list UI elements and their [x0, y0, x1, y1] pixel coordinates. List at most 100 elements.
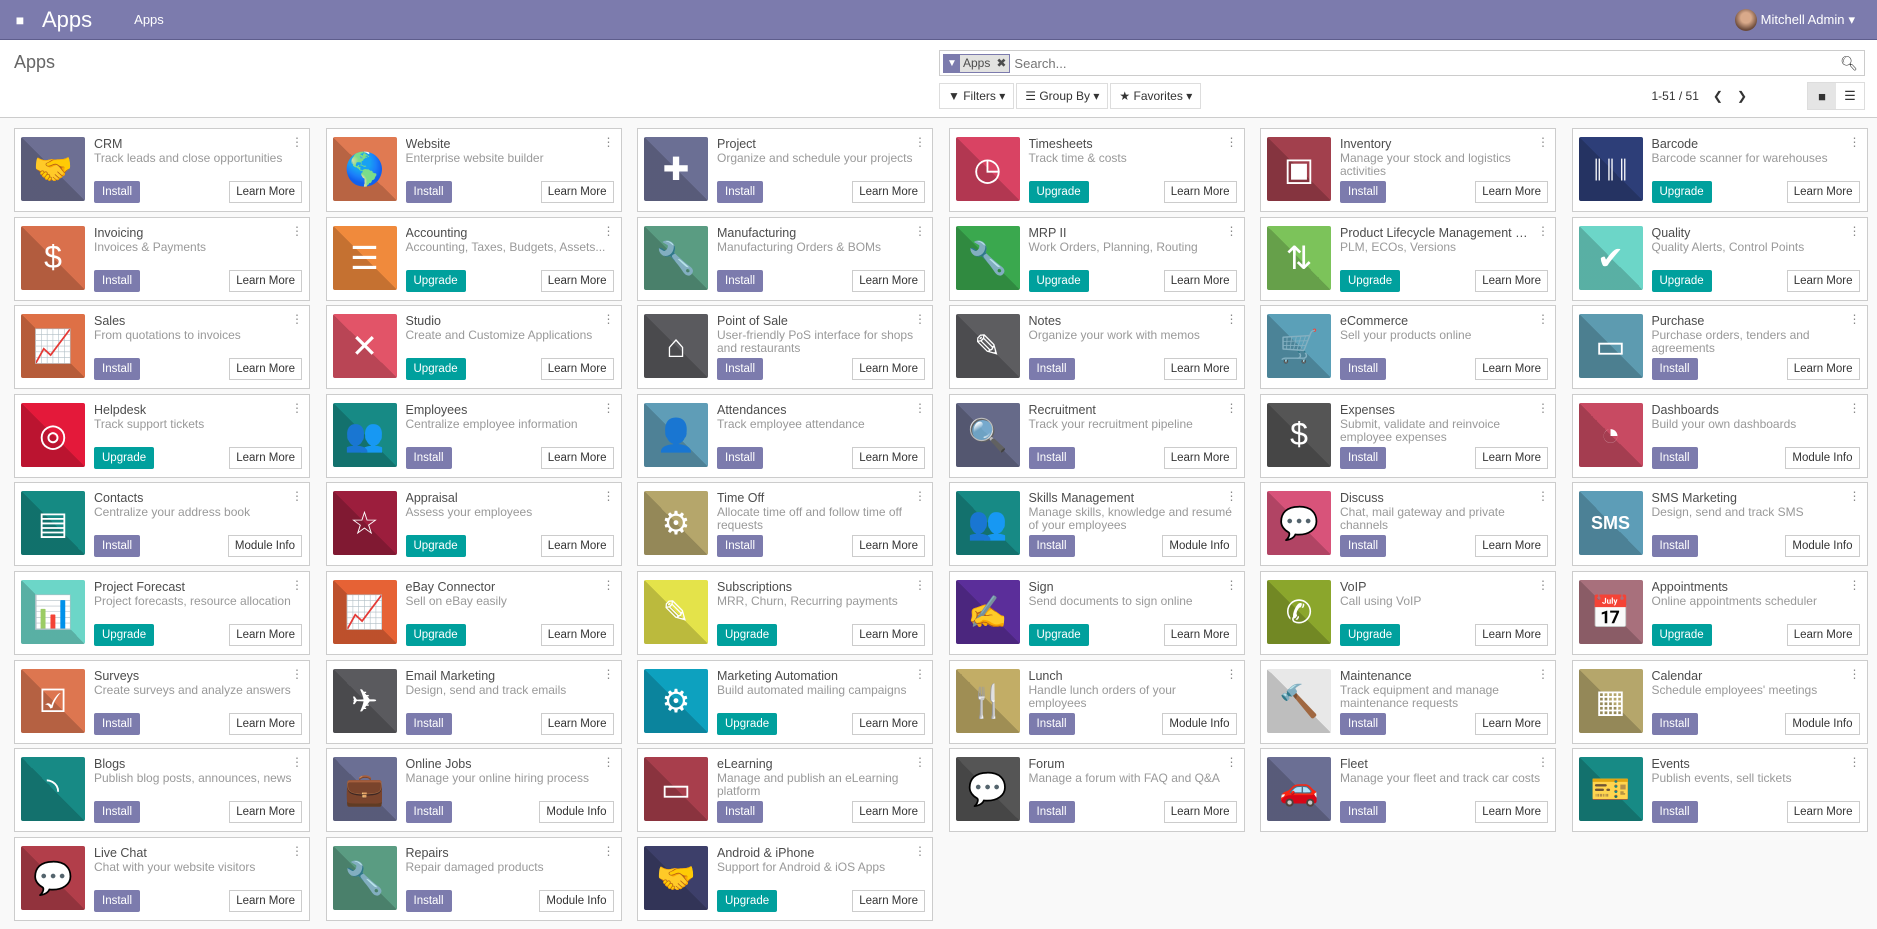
learn-more-button[interactable]: Learn More [1475, 269, 1548, 292]
learn-more-button[interactable]: Learn More [852, 712, 925, 735]
learn-more-button[interactable]: Learn More [540, 535, 614, 558]
upgrade-button[interactable]: Upgrade [405, 269, 466, 292]
more-options-icon[interactable]: ⋮ [1225, 135, 1238, 149]
learn-more-button[interactable]: Learn More [852, 535, 925, 558]
learn-more-button[interactable]: Learn More [1786, 801, 1860, 824]
module-info-button[interactable]: Module Info [539, 889, 614, 912]
upgrade-button[interactable]: Upgrade [1651, 181, 1712, 203]
more-options-icon[interactable]: ⋮ [1225, 666, 1238, 681]
install-button[interactable]: Install [1340, 801, 1387, 824]
more-options-icon[interactable]: ⋮ [602, 577, 615, 592]
more-options-icon[interactable]: ⋮ [1537, 400, 1549, 415]
more-options-icon[interactable]: ⋮ [602, 223, 615, 238]
learn-more-button[interactable]: Learn More [229, 446, 302, 469]
more-options-icon[interactable]: ⋮ [1225, 489, 1238, 504]
install-button[interactable]: Install [717, 269, 764, 292]
learn-more-button[interactable]: Learn More [229, 181, 302, 203]
favorites-button[interactable]: ★ Favorites ▾ [1110, 83, 1202, 109]
install-button[interactable]: Install [717, 181, 764, 203]
install-button[interactable]: Install [1028, 801, 1075, 824]
more-options-icon[interactable]: ⋮ [291, 577, 303, 592]
more-options-icon[interactable]: ⋮ [291, 312, 303, 327]
learn-more-button[interactable]: Learn More [540, 623, 614, 646]
remove-facet-icon[interactable]: ✖ [996, 56, 1007, 70]
learn-more-button[interactable]: Learn More [1163, 181, 1237, 203]
module-info-button[interactable]: Module Info [1785, 446, 1860, 469]
install-button[interactable]: Install [1028, 535, 1075, 558]
more-options-icon[interactable]: ⋮ [1537, 755, 1549, 770]
learn-more-button[interactable]: Learn More [229, 889, 302, 912]
learn-more-button[interactable]: Learn More [229, 269, 302, 292]
module-info-button[interactable]: Module Info [539, 801, 614, 824]
upgrade-button[interactable]: Upgrade [717, 623, 778, 646]
more-options-icon[interactable]: ⋮ [1537, 223, 1549, 238]
install-button[interactable]: Install [94, 181, 141, 203]
module-info-button[interactable]: Module Info [1785, 712, 1860, 735]
upgrade-button[interactable]: Upgrade [1340, 623, 1401, 646]
more-options-icon[interactable]: ⋮ [291, 489, 303, 504]
install-button[interactable]: Install [1028, 446, 1075, 469]
install-button[interactable]: Install [405, 801, 452, 824]
learn-more-button[interactable]: Learn More [852, 181, 925, 203]
learn-more-button[interactable]: Learn More [540, 358, 614, 381]
more-options-icon[interactable]: ⋮ [602, 843, 615, 858]
more-options-icon[interactable]: ⋮ [291, 135, 303, 149]
learn-more-button[interactable]: Learn More [229, 358, 302, 381]
user-menu[interactable]: Mitchell Admin ▾ [1734, 8, 1855, 31]
upgrade-button[interactable]: Upgrade [717, 712, 778, 735]
upgrade-button[interactable]: Upgrade [717, 889, 778, 912]
learn-more-button[interactable]: Learn More [1475, 712, 1548, 735]
more-options-icon[interactable]: ⋮ [914, 489, 926, 504]
upgrade-button[interactable]: Upgrade [1651, 623, 1712, 646]
more-options-icon[interactable]: ⋮ [914, 135, 926, 149]
learn-more-button[interactable]: Learn More [1475, 535, 1548, 558]
learn-more-button[interactable]: Learn More [229, 801, 302, 824]
more-options-icon[interactable]: ⋮ [1537, 666, 1549, 681]
module-info-button[interactable]: Module Info [1785, 535, 1860, 558]
more-options-icon[interactable]: ⋮ [291, 666, 303, 681]
install-button[interactable]: Install [1651, 446, 1698, 469]
install-button[interactable]: Install [717, 446, 764, 469]
filters-button[interactable]: ▼ Filters ▾ [939, 83, 1015, 109]
more-options-icon[interactable]: ⋮ [602, 489, 615, 504]
group-by-button[interactable]: ☰ Group By ▾ [1016, 83, 1109, 109]
more-options-icon[interactable]: ⋮ [291, 223, 303, 238]
pager-next-icon[interactable]: ❯ [1736, 89, 1747, 103]
more-options-icon[interactable]: ⋮ [1848, 489, 1861, 504]
upgrade-button[interactable]: Upgrade [1340, 269, 1401, 292]
learn-more-button[interactable]: Learn More [852, 446, 925, 469]
upgrade-button[interactable]: Upgrade [1651, 269, 1712, 292]
learn-more-button[interactable]: Learn More [540, 269, 614, 292]
install-button[interactable]: Install [1340, 446, 1387, 469]
more-options-icon[interactable]: ⋮ [1848, 755, 1861, 770]
learn-more-button[interactable]: Learn More [1786, 269, 1860, 292]
learn-more-button[interactable]: Learn More [852, 801, 925, 824]
more-options-icon[interactable]: ⋮ [1537, 312, 1549, 327]
module-info-button[interactable]: Module Info [227, 535, 302, 558]
install-button[interactable]: Install [1651, 801, 1698, 824]
learn-more-button[interactable]: Learn More [1786, 181, 1860, 203]
more-options-icon[interactable]: ⋮ [1225, 312, 1238, 327]
more-options-icon[interactable]: ⋮ [291, 755, 303, 770]
upgrade-button[interactable]: Upgrade [405, 358, 466, 381]
upgrade-button[interactable]: Upgrade [1028, 269, 1089, 292]
more-options-icon[interactable]: ⋮ [602, 400, 615, 415]
install-button[interactable]: Install [405, 889, 452, 912]
learn-more-button[interactable]: Learn More [1475, 801, 1548, 824]
more-options-icon[interactable]: ⋮ [914, 666, 926, 681]
learn-more-button[interactable]: Learn More [540, 446, 614, 469]
module-info-button[interactable]: Module Info [1162, 535, 1237, 558]
pager-value[interactable]: 1-51 / 51 [1651, 89, 1699, 103]
install-button[interactable]: Install [1028, 358, 1075, 381]
learn-more-button[interactable]: Learn More [540, 181, 614, 203]
install-button[interactable]: Install [405, 181, 452, 203]
upgrade-button[interactable]: Upgrade [405, 623, 466, 646]
upgrade-button[interactable]: Upgrade [1028, 623, 1089, 646]
more-options-icon[interactable]: ⋮ [1848, 223, 1861, 238]
install-button[interactable]: Install [717, 801, 764, 824]
more-options-icon[interactable]: ⋮ [602, 755, 615, 770]
install-button[interactable]: Install [717, 358, 764, 381]
install-button[interactable]: Install [405, 446, 452, 469]
install-button[interactable]: Install [717, 535, 764, 558]
more-options-icon[interactable]: ⋮ [914, 223, 926, 238]
